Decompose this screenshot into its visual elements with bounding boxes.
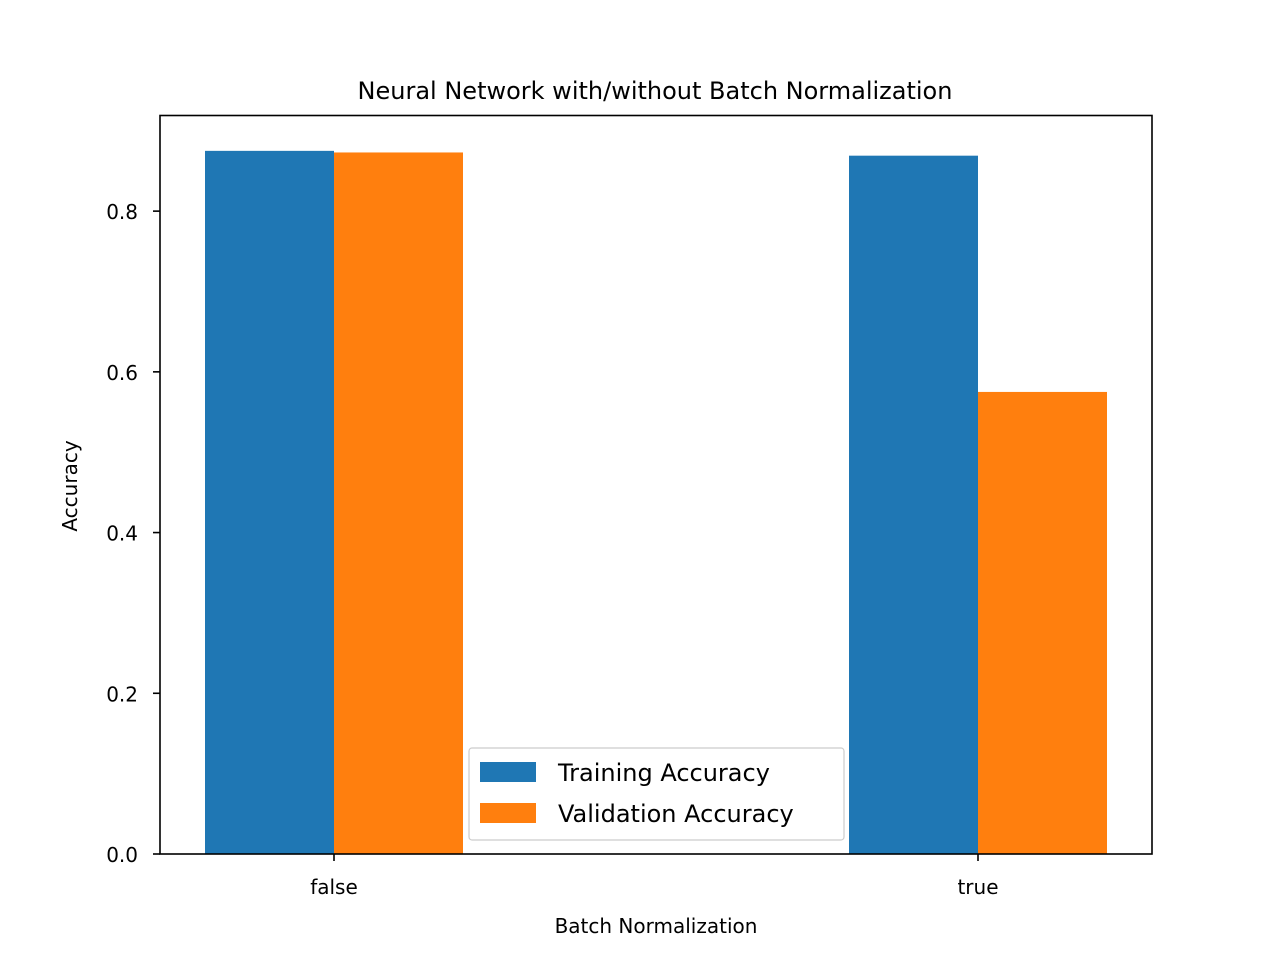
x-tick-label: true [957, 875, 998, 899]
y-tick-label: 0.0 [106, 843, 138, 867]
y-axis-label: Accuracy [58, 440, 82, 531]
y-tick-label: 0.2 [106, 682, 138, 706]
bar-training-true [849, 155, 978, 854]
x-tick-label: false [310, 875, 358, 899]
legend: Training Accuracy Validation Accuracy [468, 747, 845, 841]
x-axis-ticks: false true [310, 854, 999, 899]
bar-validation-false [334, 152, 463, 854]
chart-title: Neural Network with/without Batch Normal… [358, 77, 953, 105]
legend-label-training: Training Accuracy [557, 759, 770, 787]
y-tick-label: 0.4 [106, 522, 138, 546]
legend-label-validation: Validation Accuracy [558, 800, 794, 828]
legend-swatch-training [480, 762, 536, 782]
legend-frame [468, 747, 845, 841]
plot-area-frame [159, 114, 1153, 855]
bar-training-false [205, 150, 334, 854]
bar-validation-true [978, 391, 1107, 854]
legend-swatch-validation [480, 803, 536, 823]
y-tick-label: 0.6 [106, 361, 138, 385]
y-axis-ticks: 0.0 0.2 0.4 0.6 0.8 [106, 200, 160, 867]
y-tick-label: 0.8 [106, 200, 138, 224]
x-axis-label: Batch Normalization [555, 914, 758, 938]
bars-layer [205, 150, 1107, 854]
